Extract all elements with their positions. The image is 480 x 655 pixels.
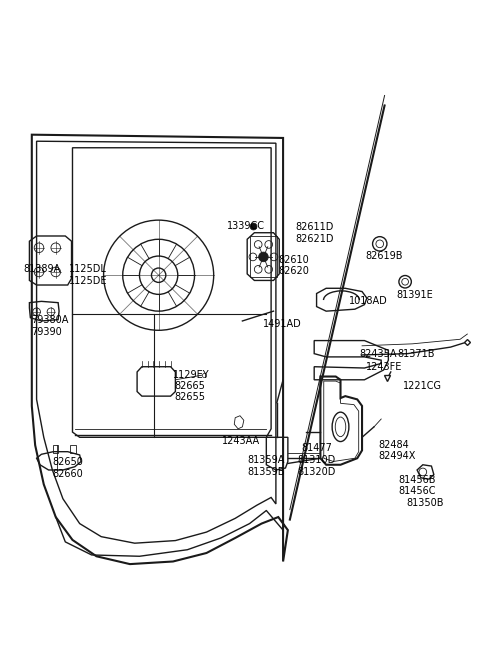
Text: 79380A
79390: 79380A 79390	[31, 316, 69, 337]
Text: 81371B: 81371B	[397, 348, 434, 359]
Text: 1129EY: 1129EY	[173, 369, 210, 379]
Circle shape	[259, 252, 268, 262]
Text: 81391E: 81391E	[396, 290, 433, 300]
Text: 1125DL
1125DE: 1125DL 1125DE	[69, 265, 107, 286]
Text: 1221CG: 1221CG	[403, 381, 442, 391]
Text: 1243FE: 1243FE	[366, 362, 403, 372]
Text: 82619B: 82619B	[365, 251, 403, 261]
Text: 81389A: 81389A	[24, 264, 61, 274]
Text: 82610
82620: 82610 82620	[278, 255, 309, 276]
Text: 82611D
82621D: 82611D 82621D	[295, 222, 334, 244]
Text: 1018AD: 1018AD	[349, 296, 388, 307]
Text: 82435A: 82435A	[360, 348, 397, 359]
Text: 82650
82660: 82650 82660	[52, 457, 83, 479]
Text: 82665
82655: 82665 82655	[174, 381, 205, 402]
Text: 1491AD: 1491AD	[263, 319, 302, 329]
Text: 81477: 81477	[301, 443, 332, 453]
Text: 82484
82494X: 82484 82494X	[379, 440, 416, 461]
Text: 81456B
81456C: 81456B 81456C	[398, 475, 435, 496]
Text: 1339CC: 1339CC	[227, 221, 264, 231]
Text: 1243AA: 1243AA	[222, 436, 260, 445]
Text: 81310D
81320D: 81310D 81320D	[298, 455, 336, 477]
Text: 81359A
81359B: 81359A 81359B	[247, 455, 285, 477]
Text: 81350B: 81350B	[407, 498, 444, 508]
